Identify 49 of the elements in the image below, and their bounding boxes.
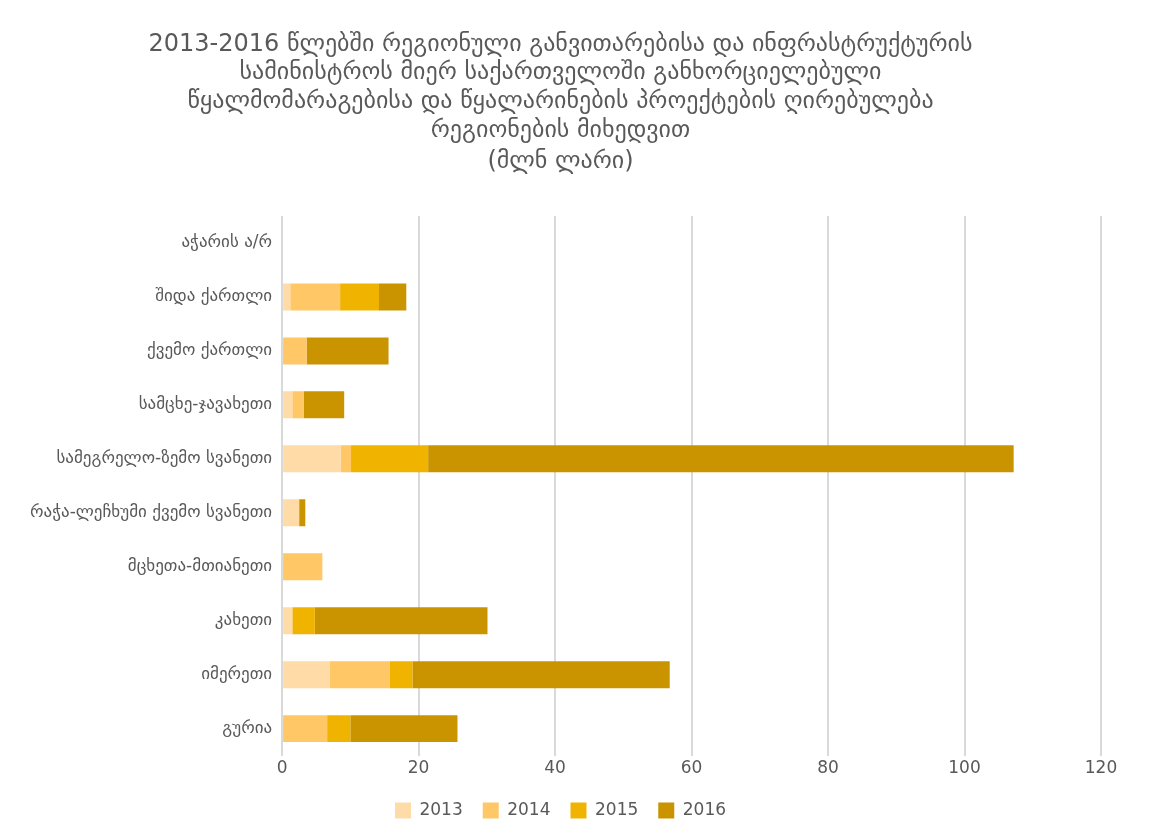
y-tick-label: კახეთი <box>214 609 273 630</box>
bar <box>351 445 429 473</box>
bar <box>412 661 670 689</box>
x-tick-label: 120 <box>1084 757 1118 778</box>
bar <box>340 283 379 311</box>
y-tick-label: იმერეთი <box>201 663 273 684</box>
x-tick-label: 20 <box>407 757 430 778</box>
bar <box>314 607 488 635</box>
bar <box>327 715 351 743</box>
y-tick-label: გურია <box>222 717 273 738</box>
bar <box>306 337 389 365</box>
bar <box>283 607 293 635</box>
legend-label: 2014 <box>507 798 551 819</box>
bar <box>292 607 315 635</box>
bar <box>340 445 352 473</box>
y-tick-label: ქვემო ქართლი <box>146 339 273 360</box>
bar <box>290 283 341 311</box>
bar <box>389 661 413 689</box>
bar <box>283 337 307 365</box>
bar <box>283 553 323 581</box>
y-tick-label: რაჭა-ლეჩხუმი ქვემო სვანეთი <box>29 501 273 522</box>
bar <box>283 391 293 419</box>
legend-label: 2015 <box>595 798 639 819</box>
x-tick-label: 80 <box>817 757 839 778</box>
bar <box>350 715 458 743</box>
bar <box>283 445 341 473</box>
legend-label: 2013 <box>419 798 463 819</box>
bar <box>283 499 300 527</box>
y-tick-label: მცხეთა-მთიანეთი <box>127 555 273 576</box>
x-tick-label: 60 <box>680 757 703 778</box>
bar <box>379 283 407 311</box>
bar <box>303 391 345 419</box>
y-tick-label: აჭარის ა/რ <box>181 231 273 252</box>
bar <box>283 715 328 743</box>
x-tick-label: 40 <box>544 757 566 778</box>
bar <box>292 391 304 419</box>
bar <box>299 499 306 527</box>
bar <box>283 661 330 689</box>
chart-subtitle: (მლნ ლარი) <box>487 145 634 174</box>
y-tick-label: შიდა ქართლი <box>155 285 273 306</box>
x-tick-label: 0 <box>276 757 288 778</box>
bar <box>329 661 390 689</box>
y-tick-label: სამეგრელო-ზემო სვანეთი <box>56 447 273 468</box>
chart-title: 2013-2016 წლებში რეგიონული განვითარებისა და ინფრასტრუქტურის სამინისტროს მიერ საქართველოში განხორციელებული წყალმომარაგებისა და წყალარინების პროექტების ღირებულება რეგიონების მიხედვით <box>148 28 973 144</box>
bar <box>428 445 1014 473</box>
x-tick-label: 100 <box>948 757 981 778</box>
legend-label: 2016 <box>682 798 727 819</box>
y-tick-label: სამცხე-ჯავახეთი <box>138 393 273 414</box>
bar <box>283 283 291 311</box>
